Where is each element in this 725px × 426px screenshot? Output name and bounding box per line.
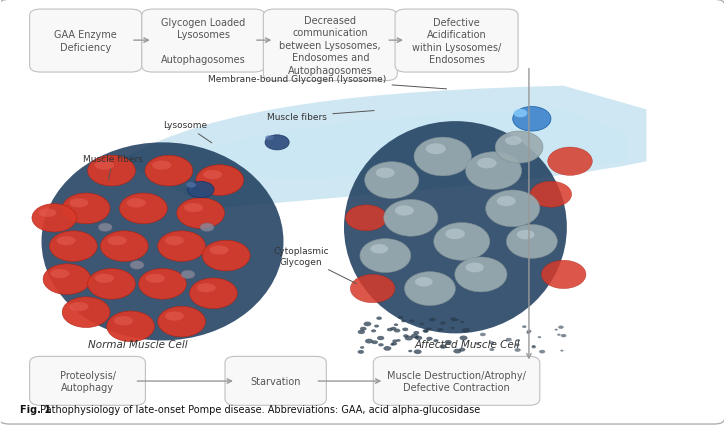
Text: Decreased
communication
between Lysosomes,
Endosomes and
Autophagosomes: Decreased communication between Lysosome… bbox=[279, 16, 381, 75]
FancyBboxPatch shape bbox=[263, 10, 397, 81]
Text: Defective
Acidification
within Lysosomes/
Endosomes: Defective Acidification within Lysosomes… bbox=[412, 18, 501, 65]
Text: Proteolysis/
Autophagy: Proteolysis/ Autophagy bbox=[59, 370, 115, 392]
Text: Affected Muscle Cell: Affected Muscle Cell bbox=[415, 340, 520, 350]
FancyBboxPatch shape bbox=[225, 357, 326, 406]
Text: GAA Enzyme
Deficiency: GAA Enzyme Deficiency bbox=[54, 30, 117, 53]
Text: Cytoplasmic
Glycogen: Cytoplasmic Glycogen bbox=[273, 247, 357, 284]
Text: Fig. 1: Fig. 1 bbox=[20, 404, 54, 414]
FancyBboxPatch shape bbox=[395, 10, 518, 73]
FancyBboxPatch shape bbox=[30, 10, 142, 73]
Text: Muscle fibers: Muscle fibers bbox=[268, 111, 374, 121]
Text: Lysosome: Lysosome bbox=[163, 121, 212, 144]
Text: Membrane-bound Glycogen (lysosome): Membrane-bound Glycogen (lysosome) bbox=[208, 75, 447, 89]
Text: Starvation: Starvation bbox=[250, 376, 301, 386]
Text: Pathophysiology of late-onset Pompe disease. Abbreviations: GAA, acid alpha-gluc: Pathophysiology of late-onset Pompe dise… bbox=[41, 404, 481, 414]
Text: Muscle fibers: Muscle fibers bbox=[83, 155, 143, 181]
FancyBboxPatch shape bbox=[373, 357, 540, 406]
FancyBboxPatch shape bbox=[30, 357, 146, 406]
Text: Muscle Destruction/Atrophy/
Defective Contraction: Muscle Destruction/Atrophy/ Defective Co… bbox=[387, 370, 526, 392]
FancyBboxPatch shape bbox=[142, 10, 265, 73]
Text: Glycogen Loaded
Lysosomes

Autophagosomes: Glycogen Loaded Lysosomes Autophagosomes bbox=[161, 18, 246, 65]
Text: Normal Muscle Cell: Normal Muscle Cell bbox=[88, 340, 188, 350]
